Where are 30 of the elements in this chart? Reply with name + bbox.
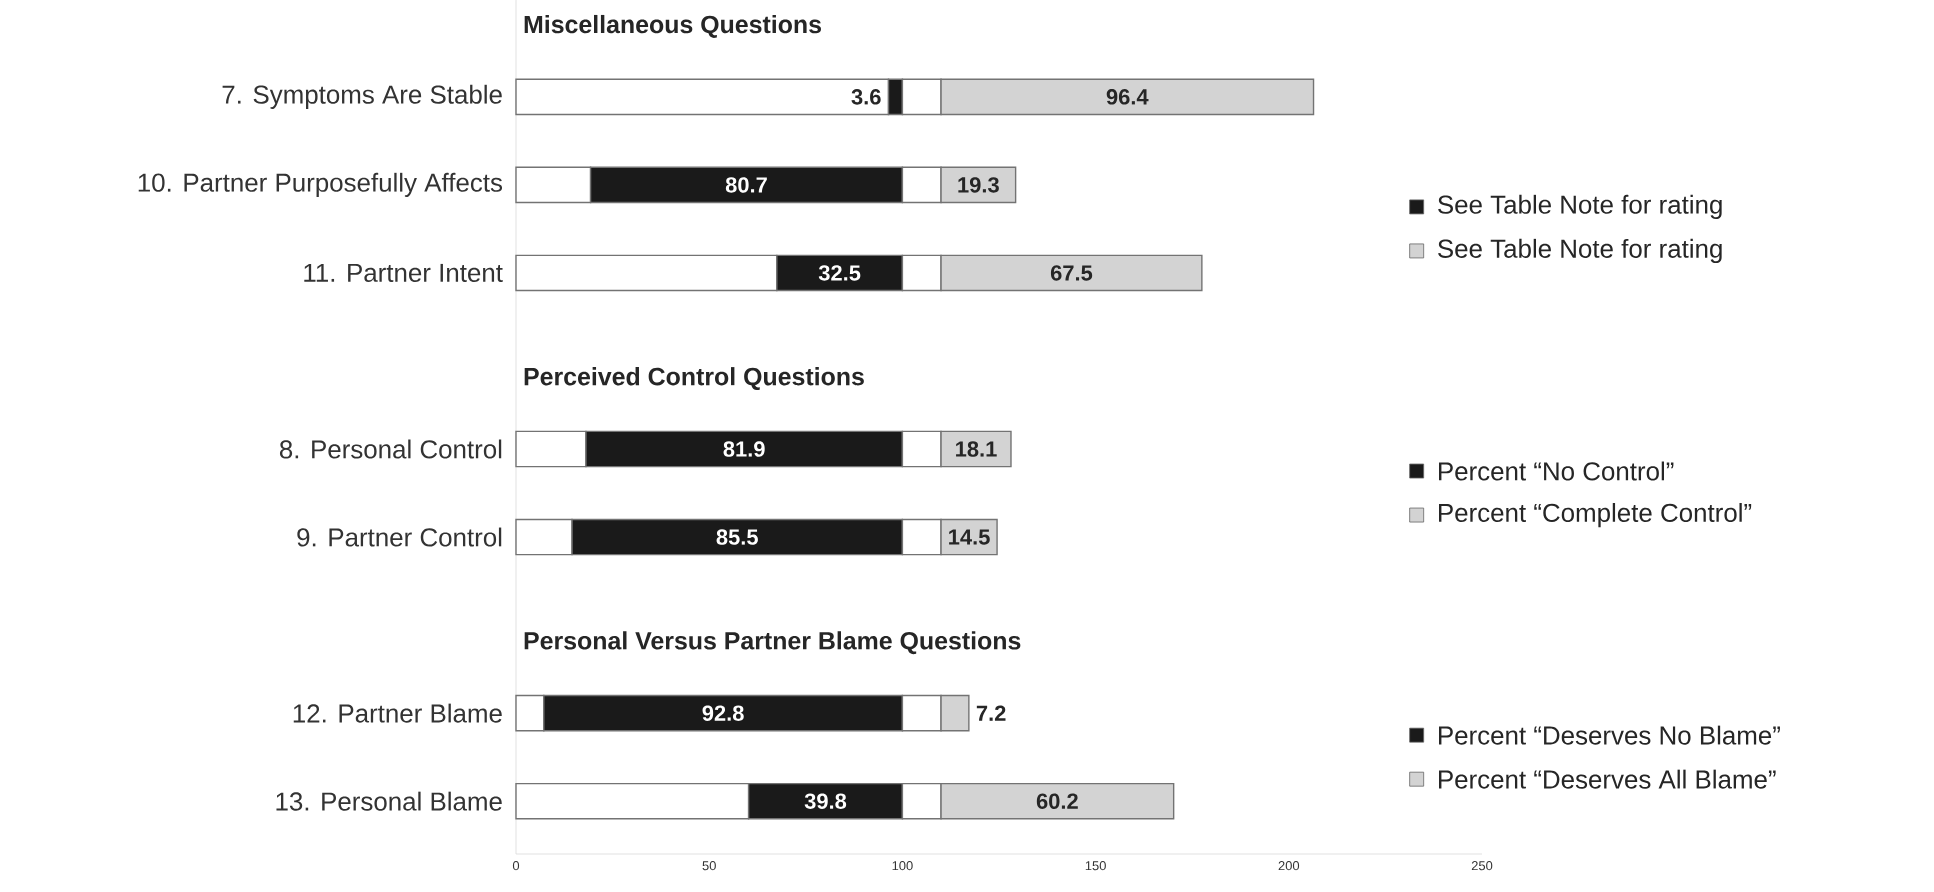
- legend-label: See Table Note for rating: [1438, 194, 1722, 219]
- y-tick-label: 13. Personal Blame: [276, 791, 502, 811]
- data-label: 14.5: [949, 529, 990, 545]
- y-tick-label: 8. Personal Control: [279, 439, 502, 459]
- annotation: Perceived Control Questions: [524, 367, 864, 391]
- data-label: 81.9: [723, 441, 765, 457]
- legend-label: Percent “Deserves No Blame”: [1439, 725, 1780, 745]
- data-label: 96.4: [1106, 89, 1149, 105]
- legend-label: Percent “Complete Control”: [1439, 502, 1752, 528]
- data-label: 60.2: [1036, 793, 1078, 809]
- y-tick-label: 12. Partner Blame: [293, 703, 502, 723]
- annotation: Personal Versus Partner Blame Questions: [524, 631, 1021, 655]
- data-label: 18.1: [956, 441, 997, 457]
- data-label: 7.2: [976, 705, 1006, 721]
- data-label: 19.3: [958, 177, 999, 193]
- data-label: 92.8: [702, 705, 744, 721]
- data-label: 39.8: [804, 793, 847, 809]
- legend-label: Percent “No Control”: [1439, 461, 1674, 481]
- y-tick-label: 11. Partner Intent: [304, 263, 503, 282]
- data-label: 80.7: [725, 177, 767, 193]
- annotation: Miscellaneous Questions: [524, 14, 821, 38]
- data-label: 32.5: [818, 265, 861, 281]
- y-tick-label: 10. Partner Purposefully Affects: [138, 172, 503, 197]
- data-label: 3.6: [851, 89, 881, 105]
- y-tick-label: 7. Symptoms Are Stable: [222, 84, 502, 109]
- data-label: 67.5: [1050, 265, 1093, 281]
- legend-label: Percent “Deserves All Blame”: [1439, 769, 1776, 789]
- data-label: 85.5: [716, 529, 758, 545]
- legend-label: See Table Note for rating: [1438, 238, 1722, 264]
- y-tick-label: 9. Partner Control: [297, 527, 502, 547]
